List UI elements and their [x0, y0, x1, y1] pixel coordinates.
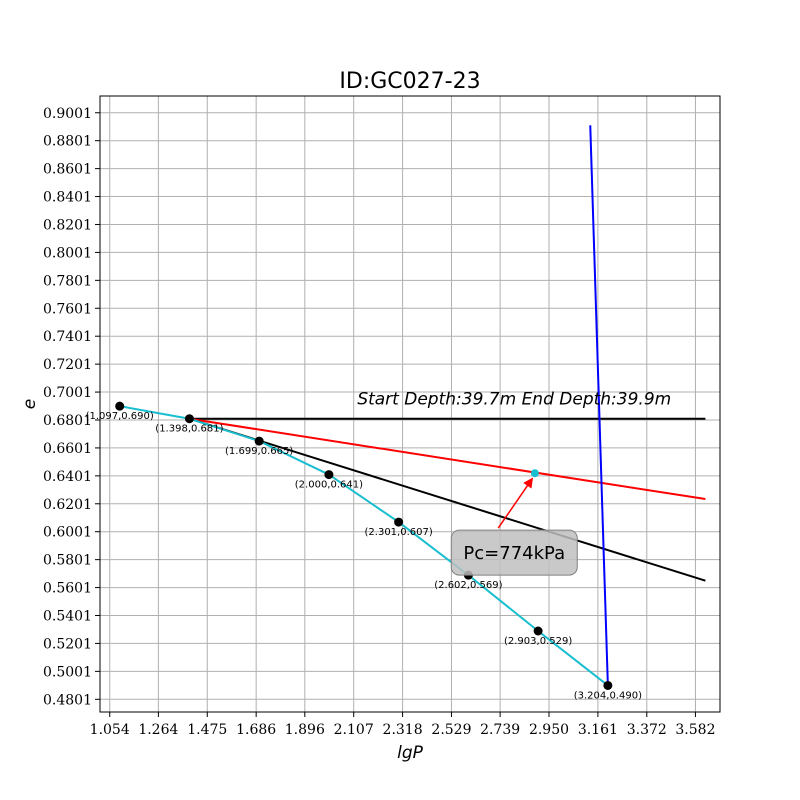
y-axis-label: e: [20, 399, 40, 409]
y-tick-label: 0.4801: [43, 692, 92, 708]
x-tick-label: 2.318: [383, 722, 423, 738]
y-tick-label: 0.6801: [43, 413, 92, 429]
pc-point: [530, 469, 539, 478]
data-point: [394, 517, 404, 527]
x-tick-label: 2.950: [529, 722, 569, 738]
y-axis: 0.9001 0.8801 0.8601 0.8401 0.8201 0.8001 0.78…: [43, 106, 100, 708]
point-label: (1.398,0.681): [155, 424, 223, 435]
data-point: [533, 626, 543, 636]
data-point: [603, 680, 613, 690]
grid: [100, 96, 720, 712]
y-tick-label: 0.8201: [43, 217, 92, 233]
x-axis-label: lgP: [397, 743, 424, 763]
annotations: Start Depth:39.7m End Depth:39.9m Pc=774…: [357, 390, 671, 576]
pc-label: Pc=774kPa: [463, 543, 565, 564]
y-tick-label: 0.7401: [43, 329, 92, 345]
x-tick-label: 3.372: [627, 722, 667, 738]
pc-box: [450, 529, 578, 576]
construction-line: [189, 417, 706, 501]
y-tick-label: 0.5601: [43, 581, 92, 597]
x-tick-label: 2.529: [431, 722, 471, 738]
data-point: [254, 436, 264, 446]
compression-curve: (1.097,0.690)(1.398,0.681)(1.699,0.665) (…: [86, 401, 642, 701]
y-tick-label: 0.6201: [43, 497, 92, 513]
construction-lines: [189, 125, 706, 686]
x-tick-label: 2.107: [334, 722, 374, 738]
y-tick-label: 0.7801: [43, 273, 92, 289]
plot-frame: [99, 95, 721, 713]
construction-line: [189, 417, 706, 582]
y-tick-label: 0.9001: [43, 106, 92, 122]
y-tick-label: 0.7001: [43, 385, 92, 401]
point-label: (2.602,0.569): [434, 580, 502, 591]
y-tick-label: 0.5401: [43, 609, 92, 625]
y-tick-label: 0.6601: [43, 441, 92, 457]
depth-label: Start Depth:39.7m End Depth:39.9m: [357, 390, 671, 410]
series-line: [119, 405, 609, 687]
y-tick-label: 0.7601: [43, 301, 92, 317]
point-label: (2.301,0.607): [365, 527, 433, 538]
y-tick-label: 0.6401: [43, 469, 92, 485]
y-tick-label: 0.5201: [43, 636, 92, 652]
y-tick-label: 0.8601: [43, 162, 92, 178]
data-point: [184, 414, 194, 424]
y-tick-label: 0.8401: [43, 190, 92, 206]
pc-arrow: [497, 477, 534, 529]
point-label: (1.097,0.690): [86, 411, 154, 422]
x-tick-label: 1.054: [90, 722, 130, 738]
y-tick-label: 0.5801: [43, 553, 92, 569]
x-tick-label: 1.264: [138, 722, 178, 738]
x-tick-label: 1.896: [285, 722, 325, 738]
y-tick-label: 0.5001: [43, 664, 92, 680]
point-label: (2.000,0.641): [295, 480, 363, 491]
x-tick-label: 1.475: [187, 722, 227, 738]
construction-line: [589, 125, 609, 686]
chart-title: ID:GC027-23: [339, 69, 480, 94]
point-label: (1.699,0.665): [225, 446, 293, 457]
y-tick-label: 0.8801: [43, 134, 92, 150]
y-tick-label: 0.8001: [43, 245, 92, 261]
y-tick-label: 0.7201: [43, 357, 92, 373]
point-label: (2.903,0.529): [504, 636, 572, 647]
point-label: (3.204,0.490): [574, 690, 642, 701]
x-tick-label: 3.161: [578, 722, 618, 738]
data-point: [115, 401, 125, 411]
data-point: [324, 470, 334, 480]
x-tick-label: 2.739: [480, 722, 520, 738]
y-tick-label: 0.6001: [43, 525, 92, 541]
x-tick-label: 1.686: [236, 722, 276, 738]
x-axis: 1.054 1.264 1.475 1.686 1.896 2.107 2.318 2.529…: [90, 712, 715, 738]
x-tick-label: 3.582: [675, 722, 715, 738]
